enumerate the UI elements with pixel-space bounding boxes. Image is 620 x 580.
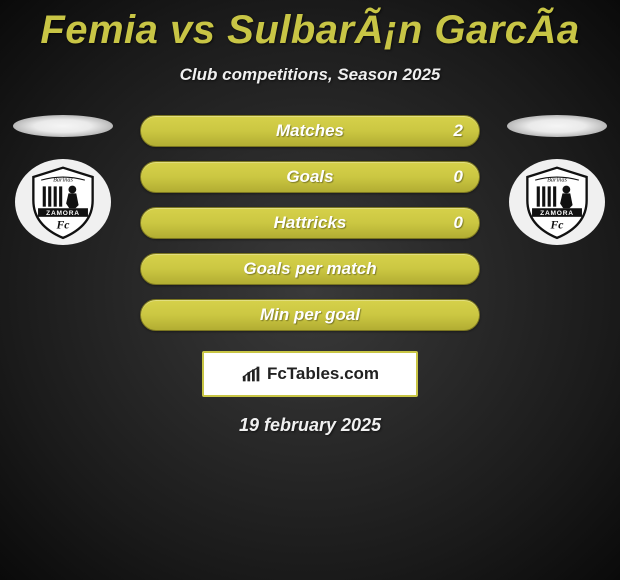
stat-label: Goals per match — [243, 259, 376, 279]
badge-top-text: Barinas — [547, 177, 567, 184]
left-player-column: Barinas ZAMORA Fc — [8, 115, 118, 245]
stat-value-right: 2 — [454, 121, 463, 141]
stat-rows: Matches 2 Goals 0 Hattricks 0 Goals per … — [140, 115, 480, 331]
subtitle: Club competitions, Season 2025 — [0, 65, 620, 85]
bar-chart-icon — [241, 364, 263, 384]
team-badge-left: Barinas ZAMORA Fc — [15, 159, 111, 245]
date-text: 19 february 2025 — [0, 415, 620, 436]
page-title: Femia vs SulbarÃ¡n GarcÃ­a — [0, 0, 620, 53]
stat-label: Hattricks — [274, 213, 347, 233]
stat-label: Matches — [276, 121, 344, 141]
shield-icon: Barinas ZAMORA Fc — [516, 163, 598, 241]
player-avatar-placeholder-left — [13, 115, 113, 137]
stat-value-right: 0 — [454, 167, 463, 187]
badge-fc-text: Fc — [56, 219, 71, 232]
player-avatar-placeholder-right — [507, 115, 607, 137]
stat-row-hattricks: Hattricks 0 — [140, 207, 480, 239]
badge-top-text: Barinas — [53, 177, 73, 184]
team-badge-right: Barinas ZAMORA Fc — [509, 159, 605, 245]
stat-row-goals: Goals 0 — [140, 161, 480, 193]
stat-row-min-per-goal: Min per goal — [140, 299, 480, 331]
brand-box[interactable]: FcTables.com — [202, 351, 418, 397]
badge-team-name: ZAMORA — [46, 210, 80, 217]
stat-row-goals-per-match: Goals per match — [140, 253, 480, 285]
stat-label: Min per goal — [260, 305, 360, 325]
stat-label: Goals — [286, 167, 333, 187]
stat-row-matches: Matches 2 — [140, 115, 480, 147]
shield-icon: Barinas ZAMORA Fc — [22, 163, 104, 241]
comparison-content: Barinas ZAMORA Fc — [0, 115, 620, 436]
badge-team-name: ZAMORA — [540, 210, 574, 217]
right-player-column: Barinas ZAMORA Fc — [502, 115, 612, 245]
brand-text: FcTables.com — [267, 364, 379, 384]
stat-value-right: 0 — [454, 213, 463, 233]
badge-fc-text: Fc — [550, 219, 565, 232]
